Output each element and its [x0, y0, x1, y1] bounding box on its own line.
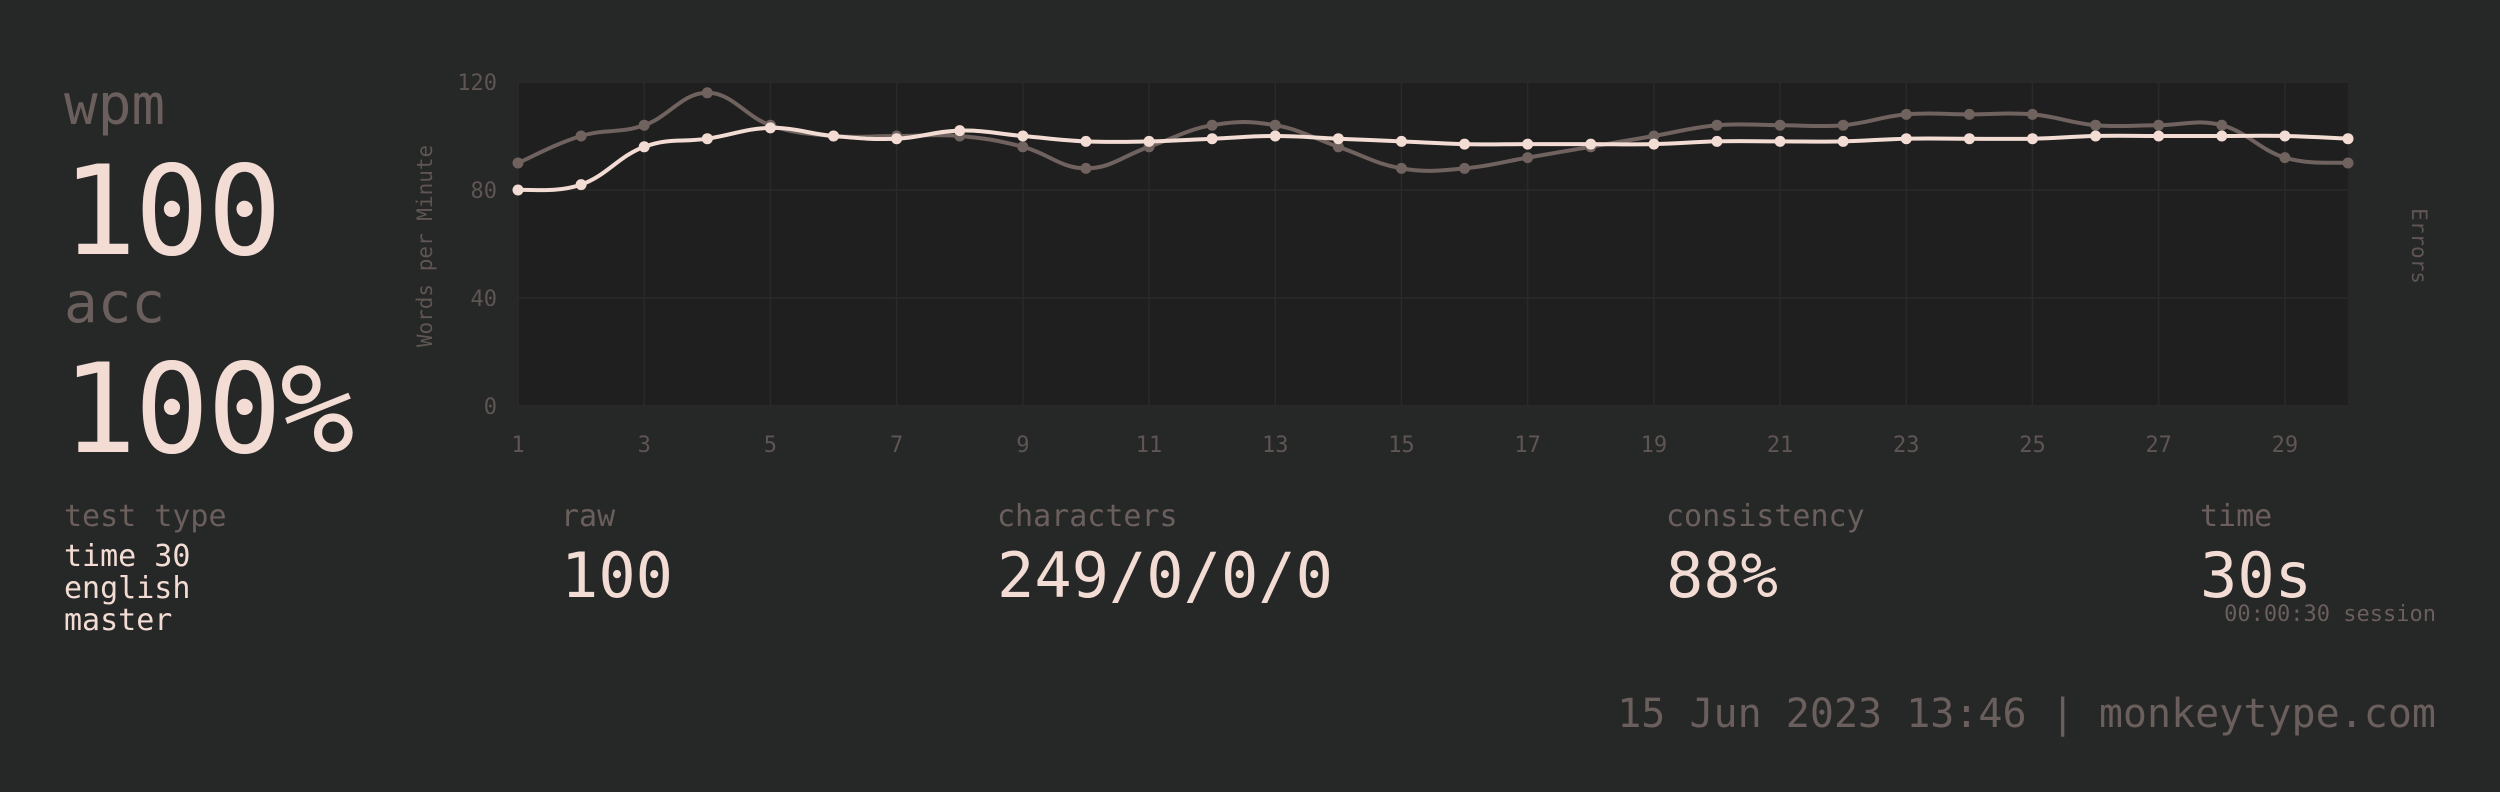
x-tick-label: 23 — [1893, 433, 1920, 458]
series — [512, 87, 2354, 196]
wpm-point — [2216, 130, 2228, 142]
wpm-point — [1017, 130, 1029, 142]
x-tick-label: 7 — [890, 433, 903, 458]
time-value: 30s — [2200, 539, 2312, 612]
wpm-point — [2026, 133, 2038, 145]
consistency-value: 88% — [1666, 539, 1778, 612]
raw-point — [1269, 119, 1281, 131]
x-tick-label: 15 — [1388, 433, 1415, 458]
raw-point — [1963, 108, 1975, 120]
x-tick-label: 21 — [1767, 433, 1794, 458]
wpm-value: 100 — [62, 140, 282, 284]
wpm-point — [1648, 138, 1660, 150]
raw-point — [2153, 119, 2165, 131]
y-tick-label: 120 — [457, 71, 497, 96]
y-tick-label: 0 — [484, 395, 497, 420]
x-tick-label: 5 — [764, 433, 777, 458]
y-tick-label: 80 — [471, 179, 498, 204]
wpm-point — [954, 125, 966, 137]
x-tick-label: 27 — [2145, 433, 2172, 458]
raw-point — [638, 119, 650, 131]
wpm-point — [638, 141, 650, 153]
wpm-point — [2090, 130, 2102, 142]
wpm-point — [1459, 138, 1471, 150]
wpm-series — [512, 122, 2354, 196]
test-type-line-2: english — [64, 571, 191, 606]
wpm-point — [891, 133, 903, 145]
raw-point — [575, 130, 587, 142]
y-axis-ticks: 0 40 80 120 — [457, 71, 497, 420]
wpm-point — [1080, 135, 1092, 147]
raw-point — [1648, 130, 1660, 142]
wpm-point — [828, 130, 840, 142]
raw-label: raw — [561, 499, 616, 534]
raw-point — [1206, 119, 1218, 131]
wpm-point — [1837, 135, 1849, 147]
wpm-point — [1332, 133, 1344, 145]
wpm-point — [1395, 135, 1407, 147]
acc-label: acc — [64, 271, 166, 336]
test-type-line-1: time 30 — [64, 539, 191, 574]
raw-point — [512, 157, 524, 169]
raw-point — [2026, 108, 2038, 120]
raw-point — [1080, 162, 1092, 174]
y2-axis-title: Errors — [2407, 208, 2431, 284]
raw-point — [2279, 152, 2291, 164]
consistency-label: consistency — [1666, 499, 1865, 534]
wpm-point — [2279, 130, 2291, 142]
raw-point — [1837, 119, 1849, 131]
x-tick-label: 9 — [1016, 433, 1029, 458]
x-axis-ticks: 1 3 5 7 9 11 13 15 17 19 21 23 25 27 29 — [511, 433, 2298, 458]
wpm-point — [575, 179, 587, 191]
raw-point — [2090, 119, 2102, 131]
grid — [517, 81, 2348, 407]
raw-point — [1522, 152, 1534, 164]
wpm-point — [1900, 133, 1912, 145]
x-tick-label: 3 — [638, 433, 651, 458]
y-axis-title: Words per Minute — [413, 145, 437, 347]
wpm-point — [2342, 133, 2354, 145]
test-type-line-3: master — [64, 603, 173, 638]
raw-point — [1332, 141, 1344, 153]
wpm-label: wpm — [64, 73, 166, 138]
wpm-point — [701, 133, 713, 145]
x-tick-label: 25 — [2019, 433, 2046, 458]
wpm-point — [764, 122, 776, 134]
raw-point — [1395, 162, 1407, 174]
characters-value: 249/0/0/0 — [997, 539, 1333, 612]
x-tick-label: 17 — [1514, 433, 1541, 458]
wpm-point — [1585, 138, 1597, 150]
wpm-point — [1963, 133, 1975, 145]
x-tick-label: 29 — [2272, 433, 2299, 458]
time-label: time — [2200, 499, 2273, 534]
y-tick-label: 40 — [471, 287, 498, 312]
x-tick-label: 13 — [1262, 433, 1289, 458]
wpm-point — [1522, 138, 1534, 150]
raw-value: 100 — [561, 539, 673, 612]
acc-value: 100% — [62, 338, 355, 482]
wpm-point — [1206, 133, 1218, 145]
test-type-label: test type — [64, 499, 227, 534]
raw-point — [1711, 119, 1723, 131]
raw-point — [2342, 157, 2354, 169]
wpm-point — [1774, 135, 1786, 147]
footer-date-site: 15 Jun 2023 13:46 | monkeytype.com — [1617, 691, 2436, 737]
wpm-point — [1269, 130, 1281, 142]
x-tick-label: 1 — [511, 433, 524, 458]
raw-point — [1017, 141, 1029, 153]
raw-point — [1900, 108, 1912, 120]
time-session: 00:00:30 session — [2224, 602, 2436, 627]
x-tick-label: 11 — [1136, 433, 1163, 458]
characters-label: characters — [997, 499, 1178, 534]
wpm-point — [512, 184, 524, 196]
raw-point — [2216, 119, 2228, 131]
wpm-point — [1711, 135, 1723, 147]
wpm-point — [2153, 130, 2165, 142]
raw-point — [1774, 119, 1786, 131]
x-tick-label: 19 — [1641, 433, 1668, 458]
raw-point — [701, 87, 713, 99]
wpm-point — [1143, 135, 1155, 147]
raw-point — [1459, 162, 1471, 174]
